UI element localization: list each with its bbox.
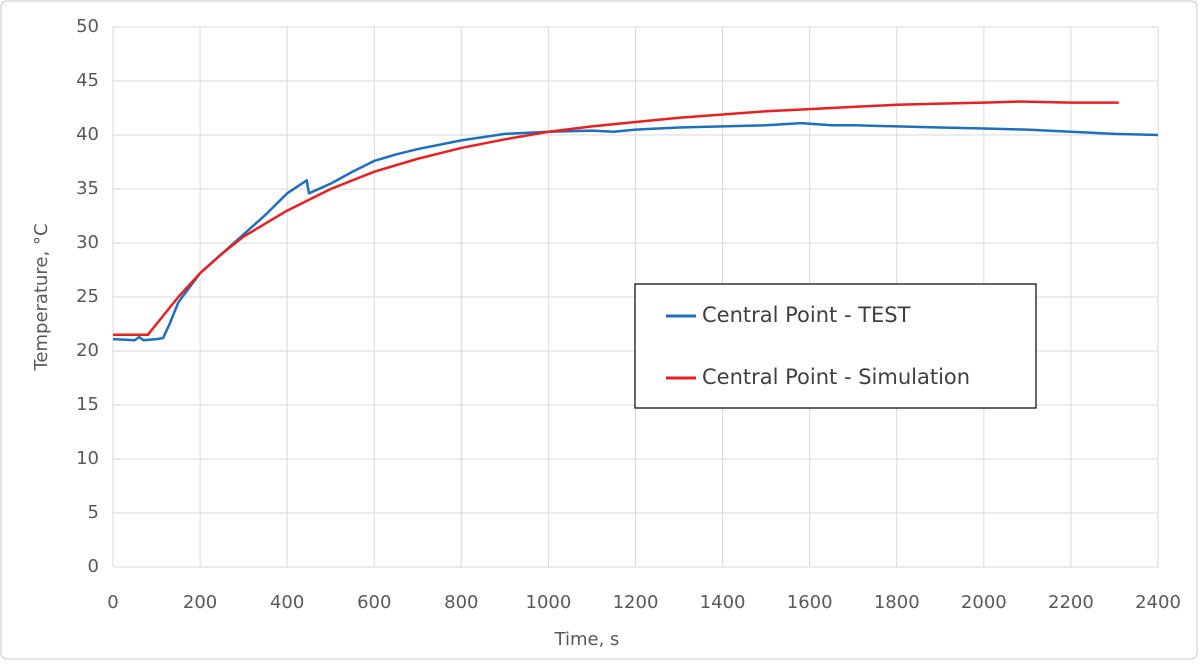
x-tick-label: 1400 xyxy=(700,592,746,613)
y-tick-label: 0 xyxy=(88,556,99,577)
y-tick-label: 25 xyxy=(76,286,99,307)
y-tick-label: 5 xyxy=(88,502,99,523)
x-tick-label: 2000 xyxy=(961,592,1007,613)
series-line xyxy=(113,100,1119,337)
x-tick-label: 2200 xyxy=(1048,592,1094,613)
y-tick-label: 35 xyxy=(76,178,99,199)
y-tick-label: 45 xyxy=(76,70,99,91)
y-tick-label: 15 xyxy=(76,394,99,415)
y-tick-label: 40 xyxy=(76,124,99,145)
x-tick-label: 1000 xyxy=(526,592,572,613)
x-tick-label: 1800 xyxy=(874,592,920,613)
x-tick-label: 1200 xyxy=(613,592,659,613)
y-axis-label: Temperature, °C xyxy=(31,223,52,371)
legend: Central Point - TEST Central Point - Simu… xyxy=(634,283,1037,409)
x-tick-label: 1600 xyxy=(787,592,833,613)
x-tick-label: 600 xyxy=(357,592,391,613)
y-tick-label: 10 xyxy=(76,448,99,469)
x-axis-label: Time, s xyxy=(554,629,620,650)
x-tick-label: 2400 xyxy=(1135,592,1181,613)
x-tick-label: 800 xyxy=(444,592,478,613)
legend-label: Central Point - Simulation xyxy=(702,365,970,389)
series-line xyxy=(112,121,1159,342)
legend-box xyxy=(634,283,1037,409)
y-tick-label: 50 xyxy=(76,16,99,37)
x-tick-label: 200 xyxy=(183,592,217,613)
y-tick-label: 20 xyxy=(76,340,99,361)
x-tick-label: 0 xyxy=(107,592,118,613)
y-tick-label: 30 xyxy=(76,232,99,253)
legend-label: Central Point - TEST xyxy=(702,303,911,327)
x-tick-label: 400 xyxy=(270,592,304,613)
